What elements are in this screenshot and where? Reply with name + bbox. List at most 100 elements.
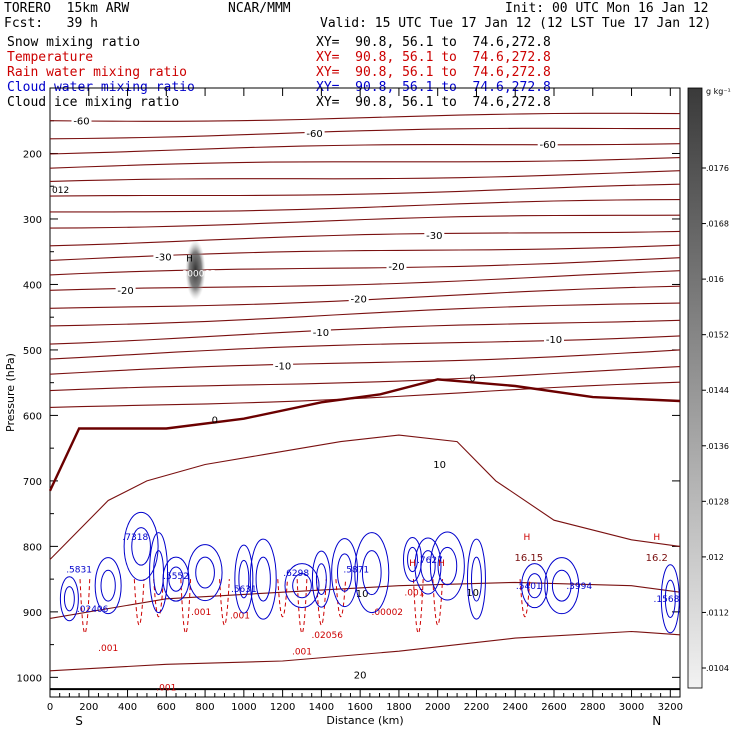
cloud-label: .1568 xyxy=(654,595,680,605)
rain-label: .001 xyxy=(98,644,118,654)
isotherm-label-bg xyxy=(273,359,294,371)
colorbar-tick-label: .0112 xyxy=(706,608,729,617)
colorbar-tick-label: .0104 xyxy=(706,664,729,673)
cloud-contour-inner xyxy=(315,563,327,596)
cloud-contour xyxy=(544,557,580,615)
y-tick-label: 400 xyxy=(23,280,42,291)
colorbar-tick-label: .016 xyxy=(706,275,724,284)
cloud-contour-inner xyxy=(63,586,75,612)
temperature-isotherm xyxy=(50,199,681,213)
isotherm-label-bg xyxy=(115,283,136,295)
header-org: NCAR/MMM xyxy=(228,1,291,16)
cloud-label: .5552 xyxy=(163,572,189,582)
y-tick-label: 1000 xyxy=(17,673,42,684)
rain-contour xyxy=(133,579,145,626)
cloud-contour xyxy=(311,550,331,608)
cloud-contour xyxy=(429,531,465,601)
cloud-contour xyxy=(187,544,223,602)
cloud-contour-inner xyxy=(292,573,312,599)
y-tick-label: 500 xyxy=(23,346,42,357)
north-label: N xyxy=(652,714,661,728)
x-tick-label: 2000 xyxy=(425,702,450,713)
isotherm-label-bg xyxy=(304,126,325,138)
cloud-contour xyxy=(466,538,486,620)
isotherm-label-bg xyxy=(386,260,407,272)
isotherm-label: -10 xyxy=(275,362,291,373)
cloud-label: .5631 xyxy=(231,585,257,595)
temperature-isotherm xyxy=(49,183,681,197)
y-tick-label: 600 xyxy=(23,411,42,422)
temperature-isotherm xyxy=(49,270,681,291)
cloud-contour xyxy=(234,544,254,614)
field-xy-rain: XY= 90.8, 56.1 to 74.6,272.8 xyxy=(316,65,551,80)
field-name-snow: Snow mixing ratio xyxy=(7,35,141,50)
snow-max-label: .000085 xyxy=(179,270,216,280)
lower-isotherm xyxy=(49,581,681,619)
isotherm-label: -10 xyxy=(546,335,562,346)
x-tick-label: 1000 xyxy=(231,702,256,713)
header-model: TORERO 15km ARW xyxy=(4,1,130,16)
lower-contour-label: 16.2 xyxy=(646,553,668,564)
rain-label: .02056 xyxy=(311,631,343,641)
rain-label: .001 xyxy=(191,608,211,618)
rain-label: .00002 xyxy=(372,608,404,618)
x-tick-label: 3200 xyxy=(658,702,683,713)
isotherm-label: -60 xyxy=(73,116,89,127)
high-marker: H xyxy=(523,533,530,543)
temperature-isotherm xyxy=(49,112,681,122)
temperature-isotherm xyxy=(49,366,681,392)
lower-contour-label: 20 xyxy=(354,671,367,682)
rain-contour xyxy=(335,579,347,617)
colorbar-unit: g kg⁻¹ xyxy=(706,87,731,96)
rain-contour xyxy=(277,579,288,617)
rain-label: .001 xyxy=(156,683,176,693)
temperature-isotherm xyxy=(49,157,681,169)
x-tick-label: 2600 xyxy=(541,702,566,713)
colorbar-tick-label: .0128 xyxy=(706,497,729,506)
header-init: Init: 00 UTC Mon 16 Jan 12 xyxy=(505,1,709,16)
isotherm-label-bg xyxy=(310,325,331,337)
colorbar-tick-label: .0144 xyxy=(706,386,729,395)
isotherm-label-bg xyxy=(153,250,174,262)
x-tick-label: 2800 xyxy=(580,702,605,713)
colorbar-tick-label: .0176 xyxy=(706,164,729,173)
x-tick-label: 0 xyxy=(47,702,53,713)
cloud-contour-inner xyxy=(420,550,436,582)
cloud-contour-inner xyxy=(437,546,458,586)
isotherm-label: -10 xyxy=(313,328,329,339)
freezing-level-label: 0 xyxy=(212,415,218,426)
cloud-contour-inner xyxy=(336,553,353,592)
temperature-isotherm xyxy=(49,170,681,182)
colorbar-tick-label: .012 xyxy=(706,553,724,562)
cloud-label: .3994 xyxy=(566,582,592,592)
lower-contour-label: 10 xyxy=(433,460,446,471)
x-tick-label: 200 xyxy=(79,702,98,713)
x-tick-label: 2400 xyxy=(503,702,528,713)
isotherm-label: -20 xyxy=(351,295,367,306)
header-valid: Valid: 15 UTC Tue 17 Jan 12 (12 LST Tue … xyxy=(320,16,712,31)
field-xy-snow: XY= 90.8, 56.1 to 74.6,272.8 xyxy=(316,35,551,50)
rain-label: .001 xyxy=(292,647,312,657)
high-marker: H xyxy=(186,255,193,265)
rain-contour xyxy=(519,579,531,617)
x-tick-label: 3000 xyxy=(619,702,644,713)
cloud-contour-inner xyxy=(168,566,184,592)
south-label: S xyxy=(75,714,83,728)
cloud-contour xyxy=(284,563,320,609)
x-tick-label: 400 xyxy=(118,702,137,713)
colorbar-tick-label: .0152 xyxy=(706,331,729,340)
temperature-isotherm xyxy=(49,230,681,247)
temperature-isotherm xyxy=(49,214,681,229)
cloud-contour-inner xyxy=(526,573,543,599)
cloud-contour xyxy=(149,532,169,614)
rain-contour xyxy=(219,579,230,626)
isotherm-label: -60 xyxy=(306,129,322,140)
left-edge-label: 012 xyxy=(52,186,69,196)
rain-contour xyxy=(79,579,91,634)
cloud-contour xyxy=(94,557,122,615)
cloud-label: .7627 xyxy=(417,556,443,566)
isotherm-label: -60 xyxy=(540,140,556,151)
y-axis-label: Pressure (hPa) xyxy=(4,353,17,432)
cloud-contour xyxy=(521,563,549,609)
